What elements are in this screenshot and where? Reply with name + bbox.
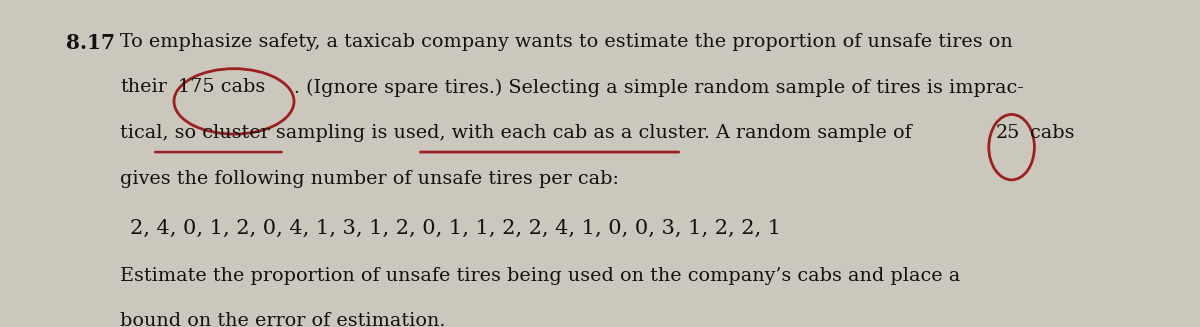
Text: 2, 4, 0, 1, 2, 0, 4, 1, 3, 1, 2, 0, 1, 1, 2, 2, 4, 1, 0, 0, 3, 1, 2, 2, 1: 2, 4, 0, 1, 2, 0, 4, 1, 3, 1, 2, 0, 1, 1… [131, 219, 781, 238]
Text: their: their [120, 78, 167, 96]
Text: Estimate the proportion of unsafe tires being used on the company’s cabs and pla: Estimate the proportion of unsafe tires … [120, 267, 960, 284]
Text: gives the following number of unsafe tires per cab:: gives the following number of unsafe tir… [120, 170, 619, 188]
Text: To emphasize safety, a taxicab company wants to estimate the proportion of unsaf: To emphasize safety, a taxicab company w… [120, 33, 1013, 51]
Text: 175 cabs: 175 cabs [178, 78, 265, 96]
Text: 8.17: 8.17 [66, 33, 115, 53]
Text: . (Ignore spare tires.) Selecting a simple random sample of tires is imprac-: . (Ignore spare tires.) Selecting a simp… [294, 78, 1024, 97]
Text: bound on the error of estimation.: bound on the error of estimation. [120, 312, 445, 327]
Text: cabs: cabs [1030, 124, 1074, 142]
Text: 25: 25 [996, 124, 1020, 142]
Text: tical, so cluster sampling is used, with each cab as a cluster. A random sample : tical, so cluster sampling is used, with… [120, 124, 912, 142]
